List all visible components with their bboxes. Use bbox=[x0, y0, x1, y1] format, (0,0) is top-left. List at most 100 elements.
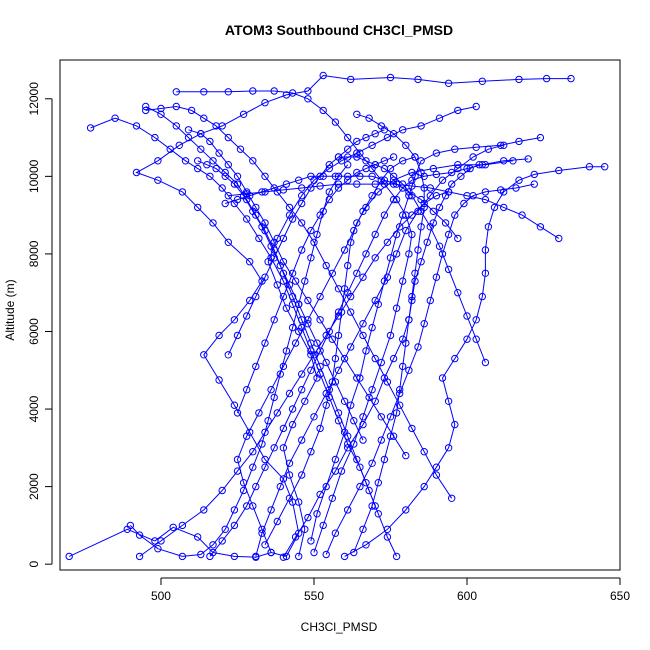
data-point bbox=[435, 114, 444, 122]
data-point bbox=[414, 343, 422, 351]
data-point bbox=[500, 157, 508, 165]
data-point bbox=[429, 164, 437, 173]
data-point bbox=[399, 277, 407, 285]
data-point bbox=[490, 203, 499, 212]
y-tick-label: 10000 bbox=[27, 159, 41, 193]
data-point bbox=[368, 172, 376, 181]
data-point bbox=[417, 258, 425, 266]
data-point bbox=[322, 401, 330, 409]
x-tick-label: 650 bbox=[610, 589, 630, 603]
data-point bbox=[316, 362, 324, 371]
data-point bbox=[359, 320, 367, 328]
data-point bbox=[463, 164, 471, 173]
data-point bbox=[310, 548, 318, 557]
data-point bbox=[374, 479, 382, 487]
data-point bbox=[215, 331, 223, 340]
x-axis: 500 550 600 650 bbox=[151, 577, 630, 603]
data-point bbox=[380, 126, 389, 134]
data-point bbox=[472, 143, 480, 152]
data-point bbox=[383, 378, 392, 386]
data-point bbox=[206, 552, 214, 561]
data-point bbox=[500, 141, 508, 150]
data-point bbox=[334, 331, 343, 340]
data-point bbox=[194, 203, 202, 212]
y-tick-label: 4000 bbox=[27, 395, 41, 422]
data-point bbox=[178, 521, 187, 530]
series-20 bbox=[334, 153, 490, 367]
data-point bbox=[258, 440, 266, 448]
data-point bbox=[365, 114, 373, 122]
data-point bbox=[239, 192, 248, 200]
data-point bbox=[353, 219, 361, 227]
data-point bbox=[276, 370, 284, 378]
data-point bbox=[432, 471, 441, 479]
data-point bbox=[512, 184, 520, 192]
data-point bbox=[334, 409, 343, 417]
data-point bbox=[365, 393, 373, 402]
data-point bbox=[331, 529, 340, 537]
data-point bbox=[420, 320, 428, 328]
data-point bbox=[233, 331, 242, 340]
data-point bbox=[285, 471, 294, 479]
data-point bbox=[344, 145, 352, 153]
data-point bbox=[209, 541, 217, 549]
data-point bbox=[454, 106, 462, 115]
data-point bbox=[175, 141, 184, 150]
data-point bbox=[472, 335, 480, 343]
data-point bbox=[555, 234, 563, 243]
data-point bbox=[233, 455, 242, 464]
data-point bbox=[291, 277, 300, 285]
data-point bbox=[215, 149, 223, 157]
data-point bbox=[169, 523, 177, 531]
data-point bbox=[362, 347, 370, 355]
data-point bbox=[350, 417, 358, 425]
data-point bbox=[249, 448, 257, 456]
data-point bbox=[399, 362, 407, 371]
data-point bbox=[441, 219, 450, 227]
data-point bbox=[154, 176, 162, 184]
data-point bbox=[285, 203, 294, 212]
data-point bbox=[181, 157, 190, 165]
data-point bbox=[353, 180, 361, 188]
data-point bbox=[567, 74, 575, 83]
data-point bbox=[261, 188, 269, 196]
data-point bbox=[380, 211, 389, 219]
data-point bbox=[282, 304, 291, 312]
data-point bbox=[337, 467, 346, 475]
data-point bbox=[460, 199, 468, 208]
data-point bbox=[319, 106, 327, 115]
data-point bbox=[273, 281, 281, 289]
data-point bbox=[298, 370, 306, 378]
data-point bbox=[206, 137, 214, 146]
data-point bbox=[233, 467, 242, 475]
data-point bbox=[230, 401, 239, 409]
data-point bbox=[497, 141, 505, 150]
data-point bbox=[448, 494, 456, 502]
data-point bbox=[371, 130, 379, 138]
data-point bbox=[601, 163, 609, 171]
data-point bbox=[344, 133, 352, 142]
data-point bbox=[322, 261, 330, 270]
data-point bbox=[270, 444, 278, 452]
data-point bbox=[328, 494, 336, 502]
data-point bbox=[340, 552, 349, 561]
y-tick-label: 12000 bbox=[27, 82, 41, 116]
data-point bbox=[497, 186, 505, 194]
data-point bbox=[307, 184, 315, 192]
data-point bbox=[184, 126, 193, 134]
data-point bbox=[463, 192, 471, 200]
data-point bbox=[224, 88, 233, 96]
y-tick-label: 8000 bbox=[27, 240, 41, 267]
data-point bbox=[448, 180, 456, 188]
data-point bbox=[316, 424, 324, 433]
data-point bbox=[353, 137, 361, 146]
data-point bbox=[252, 292, 260, 301]
data-point bbox=[451, 145, 459, 153]
data-point bbox=[371, 296, 379, 305]
data-point bbox=[451, 211, 459, 219]
y-tick-label: 0 bbox=[27, 561, 41, 568]
series-line bbox=[264, 160, 513, 546]
series-line bbox=[310, 137, 541, 542]
data-point bbox=[322, 482, 330, 491]
data-point bbox=[380, 176, 389, 184]
